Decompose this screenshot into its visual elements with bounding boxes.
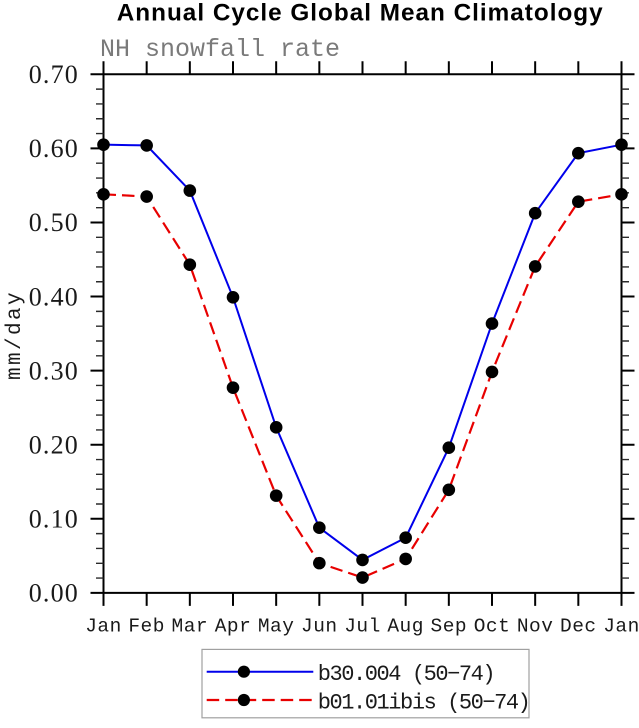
svg-text:May: May — [258, 616, 295, 638]
svg-text:0.20: 0.20 — [29, 430, 79, 459]
svg-text:Oct: Oct — [474, 616, 511, 638]
svg-text:Jul: Jul — [344, 616, 381, 638]
svg-text:Nov: Nov — [517, 616, 554, 638]
svg-text:Jun: Jun — [301, 616, 338, 638]
svg-text:NH snowfall rate: NH snowfall rate — [100, 35, 340, 64]
svg-text:b01.01ibis (50−74): b01.01ibis (50−74) — [318, 690, 530, 715]
svg-text:mm/day: mm/day — [4, 290, 27, 380]
svg-text:Mar: Mar — [172, 616, 209, 638]
svg-text:Jan: Jan — [603, 616, 639, 638]
svg-text:0.30: 0.30 — [29, 356, 79, 385]
svg-text:0.70: 0.70 — [29, 60, 79, 89]
svg-text:Aug: Aug — [387, 616, 424, 638]
svg-text:Sep: Sep — [431, 616, 468, 638]
svg-text:Feb: Feb — [128, 616, 165, 638]
svg-text:0.50: 0.50 — [29, 208, 79, 237]
svg-text:Dec: Dec — [560, 616, 597, 638]
svg-text:Apr: Apr — [215, 616, 252, 638]
svg-text:0.00: 0.00 — [29, 579, 79, 608]
svg-text:0.60: 0.60 — [29, 134, 79, 163]
svg-text:0.10: 0.10 — [29, 505, 79, 534]
svg-text:Annual Cycle Global Mean Clima: Annual Cycle Global Mean Climatology — [117, 0, 604, 27]
svg-text:Jan: Jan — [85, 616, 122, 638]
svg-text:0.40: 0.40 — [29, 282, 79, 311]
svg-text:b30.004 (50−74): b30.004 (50−74) — [318, 662, 494, 687]
